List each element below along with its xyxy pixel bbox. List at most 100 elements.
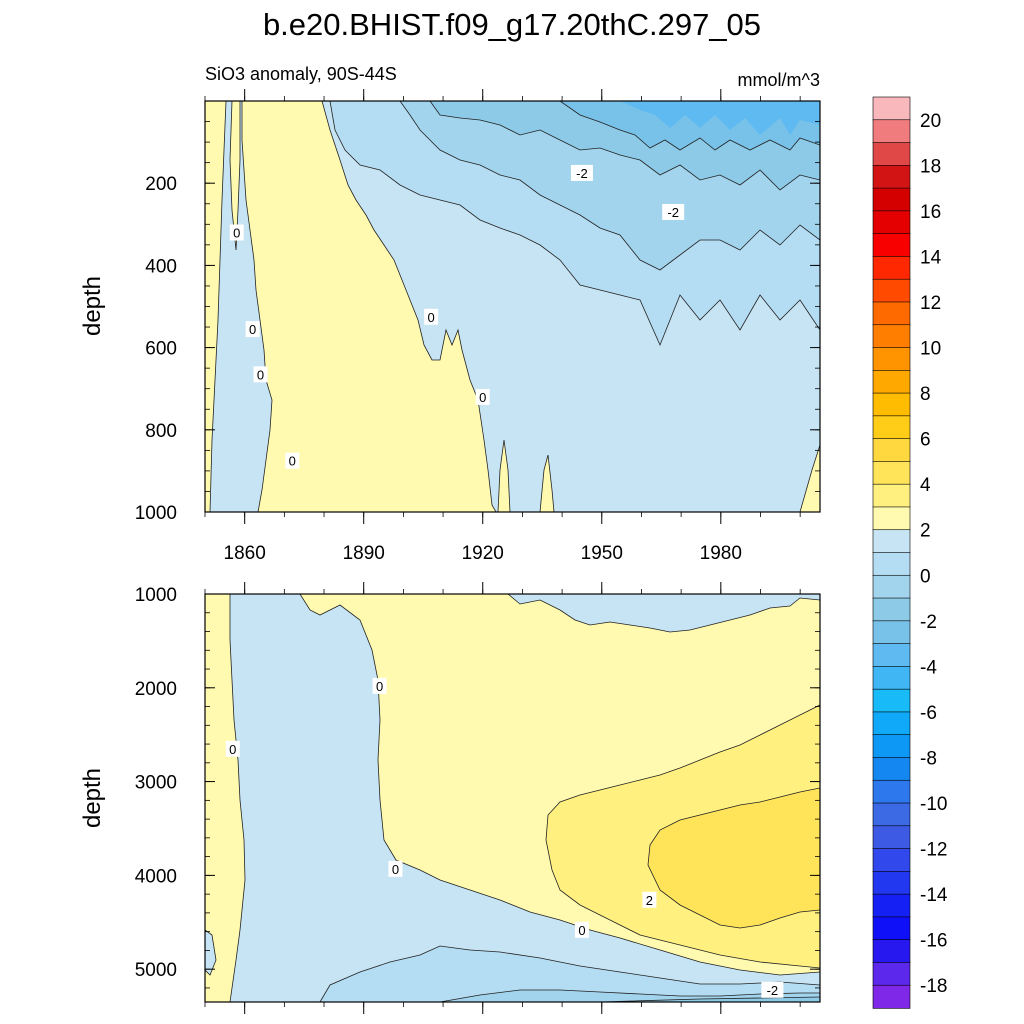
colorbar-swatch xyxy=(872,688,911,713)
colorbar-swatch xyxy=(872,529,911,554)
colorbar-tick-label: 12 xyxy=(920,293,941,314)
contour-label: 0 xyxy=(479,390,486,405)
colorbar-tick-label: -4 xyxy=(920,657,937,678)
colorbar-tick-label: 16 xyxy=(920,202,941,223)
contour-label-bg xyxy=(245,321,260,338)
x-tick-label: 1950 xyxy=(581,543,623,564)
colorbar-tick-label: -10 xyxy=(920,794,947,815)
contour-label: 0 xyxy=(376,679,383,694)
contour-label-bg xyxy=(225,740,240,757)
colorbar-tick-label: 2 xyxy=(920,521,931,542)
colorbar-swatch xyxy=(872,620,911,645)
contour-label: 0 xyxy=(249,322,256,337)
colorbar-swatch xyxy=(872,574,911,599)
x-tick-label: 1980 xyxy=(700,543,742,564)
contour-label-bg xyxy=(424,308,439,325)
panel-lower: 0 0 0 0 2 -2 1000 2000 3000 4000 5000 depth xyxy=(79,585,821,1003)
y-tick-label: 1000 xyxy=(135,503,177,524)
y-axis-label-lower: depth xyxy=(79,768,106,828)
colorbar-swatch xyxy=(872,597,911,622)
contour-label: 0 xyxy=(257,367,264,382)
contour-label-bg xyxy=(570,164,593,181)
contour-labels-upper: 0 0 0 0 0 0 -2 -2 xyxy=(229,164,685,469)
contour-label-bg xyxy=(372,677,387,694)
colorbar-swatch xyxy=(872,779,911,804)
colorbar-tick-label: -6 xyxy=(920,703,937,724)
y-tick-label: 400 xyxy=(145,256,177,277)
contour-label: -2 xyxy=(576,166,588,181)
colorbar-tick-label: 4 xyxy=(920,475,931,496)
contour-label-bg xyxy=(642,891,657,908)
colorbar-swatch xyxy=(872,301,911,326)
contour-label: 0 xyxy=(428,310,435,325)
y-tick-label: 200 xyxy=(145,174,177,195)
colorbar-tick-label: -16 xyxy=(920,931,947,952)
contour-label: -2 xyxy=(767,983,779,998)
contour-label-bg xyxy=(662,203,685,220)
colorbar-tick-label: -12 xyxy=(920,840,947,861)
colorbar-tick-label: -14 xyxy=(920,885,948,906)
contour-label-bg xyxy=(761,981,784,998)
colorbar-swatch xyxy=(872,848,911,873)
colorbar-swatch xyxy=(872,734,911,759)
y-tick-label: 3000 xyxy=(135,773,177,794)
y-tick-label: 1000 xyxy=(135,585,177,606)
colorbar-swatch xyxy=(872,757,911,781)
colorbar-swatch xyxy=(872,96,911,121)
colorbar-swatch xyxy=(872,165,911,189)
y-axis-upper: 200 400 600 800 1000 xyxy=(135,100,820,524)
subtitle-units: mmol/m^3 xyxy=(738,70,820,90)
colorbar-tick-label: -20 xyxy=(920,1022,947,1024)
colorbar-swatch xyxy=(872,916,911,941)
contour-label-bg xyxy=(475,388,490,405)
colorbar-swatch xyxy=(872,438,911,463)
contour-label-bg xyxy=(388,860,403,877)
colorbar-tick-label: 20 xyxy=(920,111,941,132)
contour-label-bg xyxy=(574,921,589,938)
colorbar-swatch xyxy=(872,187,911,212)
x-axis: 1860 1890 1920 1950 1980 xyxy=(204,89,801,1014)
colorbar-tick-label: 14 xyxy=(920,247,942,268)
colorbar-swatch xyxy=(872,233,911,258)
subtitle-left: SiO3 anomaly, 90S-44S xyxy=(205,64,397,84)
contour-label: 0 xyxy=(578,923,585,938)
colorbar-tick-label: 18 xyxy=(920,156,941,177)
colorbar-swatch xyxy=(872,347,911,371)
colorbar-swatch xyxy=(872,210,911,235)
colorbar-swatch xyxy=(872,643,911,668)
colorbar-swatch xyxy=(872,711,911,736)
colorbar-swatch xyxy=(872,392,911,417)
colorbar-swatch xyxy=(872,871,911,895)
colorbar-swatch xyxy=(872,324,911,349)
y-tick-label: 800 xyxy=(145,421,177,442)
x-tick-label: 1860 xyxy=(224,543,266,564)
colorbar-swatch xyxy=(872,506,911,531)
contour-label: 0 xyxy=(229,742,236,757)
colorbar: 20181614121086420-2-4-6-8-10-12-14-16-18… xyxy=(872,96,948,1024)
colorbar-swatch xyxy=(872,893,911,918)
colorbar-tick-label: 10 xyxy=(920,339,941,360)
colorbar-tick-label: -8 xyxy=(920,748,937,769)
colorbar-tick-label: -2 xyxy=(920,612,937,633)
contour-label: 0 xyxy=(392,862,399,877)
contour-label-bg xyxy=(229,224,244,241)
colorbar-tick-label: -18 xyxy=(920,976,947,997)
y-tick-label: 600 xyxy=(145,339,177,360)
colorbar-swatch xyxy=(872,119,911,144)
colorbar-swatch xyxy=(872,962,911,986)
contour-label-bg xyxy=(285,452,300,469)
colorbar-swatch xyxy=(872,461,911,485)
colorbar-tick-label: 0 xyxy=(920,566,931,587)
colorbar-swatch xyxy=(872,666,911,690)
colorbar-swatch xyxy=(872,256,911,280)
colorbar-swatch xyxy=(872,802,911,827)
colorbar-swatch xyxy=(872,939,911,964)
contour-label: -2 xyxy=(667,205,679,220)
y-tick-label: 2000 xyxy=(135,679,177,700)
contour-label: 2 xyxy=(646,893,653,908)
colorbar-swatch xyxy=(872,552,911,576)
panel-upper: 0 0 0 0 0 0 -2 -2 200 400 600 800 1000 depth xyxy=(79,100,821,524)
colorbar-swatch xyxy=(872,415,911,440)
